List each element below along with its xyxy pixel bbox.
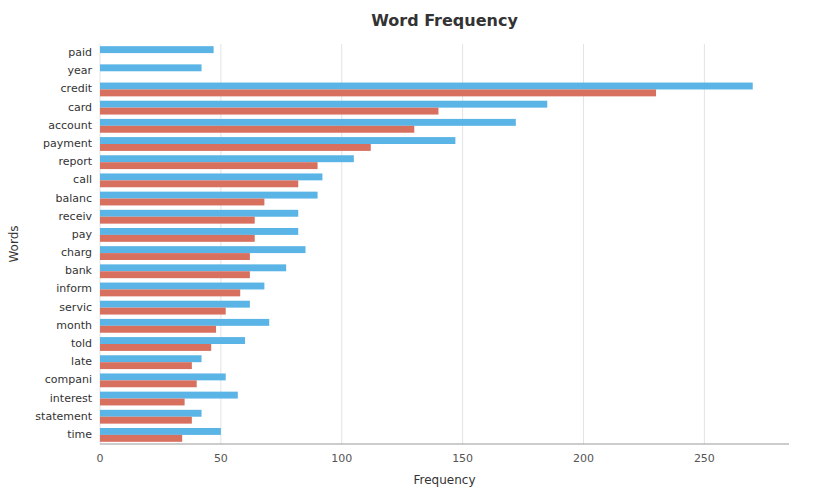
bar (100, 101, 547, 108)
y-tick-label: paid (68, 46, 92, 59)
grid-line (704, 44, 705, 444)
bar (100, 64, 202, 71)
chart-svg: Word Frequency 0 50 100 150 200 250 paid year cre… (0, 0, 819, 500)
y-tick-label: statement (35, 410, 92, 423)
bar (100, 71, 101, 78)
bar (100, 144, 371, 151)
bar (100, 217, 255, 224)
x-axis-line (100, 444, 789, 445)
bar (100, 344, 211, 351)
bar (100, 235, 255, 242)
bar (100, 271, 250, 278)
bar (100, 399, 185, 406)
bar (100, 126, 414, 133)
y-tick-label: payment (43, 137, 93, 150)
bar (100, 119, 516, 126)
bar (100, 362, 192, 369)
x-axis-label: Frequency (414, 473, 476, 487)
y-tick-label: balanc (55, 192, 92, 205)
bar (100, 192, 318, 199)
y-tick-label: report (58, 155, 92, 168)
bar (100, 319, 269, 326)
bar (100, 137, 455, 144)
title: Word Frequency (371, 11, 518, 30)
y-tick-label: interest (50, 392, 93, 405)
chart-container: Word Frequency 0 50 100 150 200 250 paid year cre… (0, 0, 819, 500)
y-tick-label: told (71, 337, 92, 350)
bar (100, 162, 318, 169)
y-tick-label: year (67, 64, 92, 77)
y-tick-label: compani (45, 373, 92, 386)
y-tick-label: receiv (59, 210, 93, 223)
y-tick-label: card (68, 101, 92, 114)
x-tick-label: 50 (214, 452, 228, 465)
y-tick-label: servic (59, 301, 92, 314)
bar (100, 380, 197, 387)
bar (100, 89, 656, 96)
bar (100, 435, 182, 442)
bar (100, 155, 354, 162)
x-tick-label: 250 (694, 452, 715, 465)
y-tick-label: charg (61, 246, 92, 259)
bar (100, 355, 202, 362)
bar (100, 301, 250, 308)
bar (100, 283, 264, 290)
bar (100, 289, 240, 296)
bar (100, 410, 202, 417)
y-tick-label: pay (72, 228, 93, 241)
x-tick-label: 100 (331, 452, 352, 465)
bar (100, 373, 226, 380)
bar (100, 337, 245, 344)
y-tick-label: call (73, 173, 92, 186)
grid (100, 44, 704, 444)
bar (100, 199, 264, 206)
bar (100, 264, 286, 271)
y-tick-label: credit (61, 82, 93, 95)
bar (100, 428, 221, 435)
x-tick-label: 0 (97, 452, 104, 465)
y-tick-label: late (71, 355, 92, 368)
bar (100, 173, 322, 180)
bar (100, 253, 250, 260)
bar (100, 308, 226, 315)
x-tick-label: 150 (452, 452, 473, 465)
bar (100, 417, 192, 424)
y-tick-label: month (56, 319, 92, 332)
y-tick-label: inform (56, 282, 92, 295)
bars (100, 46, 753, 442)
y-tick-label: account (48, 119, 93, 132)
bar (100, 46, 214, 53)
y-tick-label: time (67, 428, 92, 441)
bar (100, 228, 298, 235)
grid-line (583, 44, 584, 444)
page: {"chart_data": {"type": "bar", "orientat… (0, 0, 819, 500)
bar (100, 210, 298, 217)
bar (100, 108, 438, 115)
bar (100, 246, 305, 253)
bar (100, 392, 238, 399)
x-tick-label: 200 (573, 452, 594, 465)
bar (100, 180, 298, 187)
bar (100, 326, 216, 333)
bar (100, 53, 101, 60)
bar (100, 83, 753, 90)
y-tick-label: bank (65, 264, 93, 277)
y-axis-label: Words (7, 225, 21, 262)
